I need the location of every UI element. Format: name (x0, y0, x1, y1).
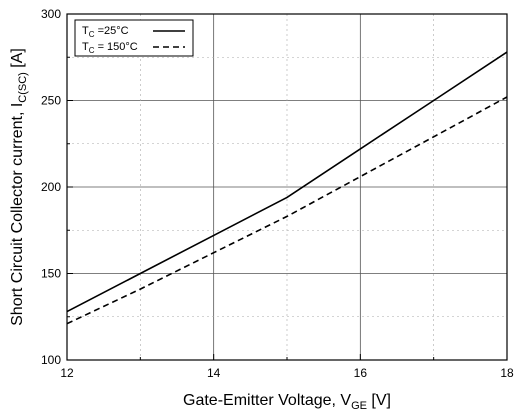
legend-label-tc-150-main: T (82, 41, 89, 53)
x-axis-title: Gate-Emitter Voltage, VGE [V] (183, 392, 391, 412)
y-axis-title-unit: [A] (9, 48, 26, 72)
y-tick-label-300: 300 (41, 7, 61, 21)
y-axis-title: Short Circuit Collector current, IC(SC) … (9, 48, 29, 326)
series-lines (66, 51, 508, 325)
y-tick-label-200: 200 (41, 180, 61, 194)
x-tick-label-18: 18 (500, 366, 514, 380)
legend: TC =25°C TC = 150°C (74, 19, 194, 57)
y-tick-label-150: 150 (41, 267, 61, 281)
legend-label-tc-25-suffix: =25°C (95, 25, 129, 37)
legend-label-tc-150: TC = 150°C (82, 41, 138, 55)
x-axis-title-unit: [V] (367, 392, 391, 409)
legend-label-tc-25: TC =25°C (82, 25, 129, 39)
x-tick-label-16: 16 (354, 366, 368, 380)
tick-labels: 12 14 16 18 100 150 200 250 300 (41, 7, 514, 380)
legend-box (74, 19, 194, 57)
legend-label-tc-150-suffix: = 150°C (95, 41, 138, 53)
y-axis-title-main: Short Circuit Collector current, I (9, 103, 26, 326)
plot-frame (66, 13, 508, 361)
x-tick-label-14: 14 (207, 366, 221, 380)
y-tick-label-250: 250 (41, 94, 61, 108)
legend-label-tc-25-main: T (82, 25, 89, 37)
x-axis-title-subscript: GE (351, 400, 367, 412)
x-axis-title-main: Gate-Emitter Voltage, V (183, 392, 351, 409)
legend-label-tc-25-subscript: C (89, 30, 95, 39)
y-tick-label-100: 100 (41, 353, 61, 367)
series-line-0 (66, 51, 508, 313)
x-tick-label-12: 12 (60, 366, 74, 380)
y-axis-title-subscript: C(SC) (17, 72, 29, 103)
legend-label-tc-150-subscript: C (89, 46, 95, 55)
series-line-1 (66, 96, 508, 325)
